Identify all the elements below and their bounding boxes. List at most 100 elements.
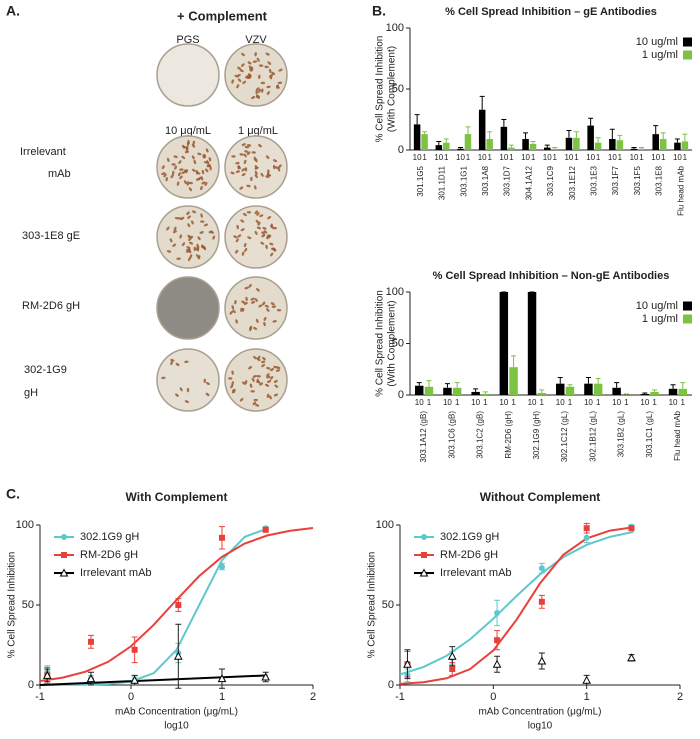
plaque <box>181 242 186 247</box>
x-tick-label: 303.1C6 (gB) <box>447 411 456 459</box>
error-bar <box>511 355 517 368</box>
plaque <box>276 85 280 89</box>
plaque <box>263 321 266 327</box>
plaque <box>241 52 245 57</box>
plaque <box>199 231 204 234</box>
bar <box>678 388 687 395</box>
error-bar <box>523 132 529 140</box>
y-tick-label: 0 <box>398 144 404 156</box>
x-tick-label: -1 <box>395 691 405 703</box>
bar-dose-label: 10 <box>415 398 424 407</box>
chart-title: Without Complement <box>480 490 601 504</box>
plaque <box>189 254 193 259</box>
plaque <box>253 327 258 330</box>
plaque <box>243 159 247 165</box>
point <box>261 672 271 681</box>
bar <box>650 391 659 395</box>
plaque <box>237 66 242 70</box>
plaque <box>253 398 258 402</box>
row-label: RM-2D6 gH <box>22 300 80 312</box>
point <box>627 653 636 662</box>
plaque <box>276 309 282 312</box>
plaque <box>249 325 253 331</box>
plaque <box>267 380 272 383</box>
well <box>224 43 288 107</box>
point <box>175 602 182 608</box>
plaque <box>163 173 167 178</box>
plaque <box>203 378 206 384</box>
fit-curve <box>39 527 314 682</box>
well <box>224 348 288 412</box>
bar <box>443 142 450 150</box>
bar-dose-label: 1 <box>683 153 688 162</box>
plaque <box>242 80 247 85</box>
plaque <box>201 181 206 185</box>
plaque <box>269 368 274 372</box>
x-tick-label: 303.1D7 <box>503 165 512 196</box>
x-tick-label: 303.1E12 <box>568 165 577 200</box>
point <box>262 526 269 533</box>
x-tick-label: 2 <box>677 691 683 703</box>
plaque <box>241 63 245 67</box>
point <box>219 534 225 541</box>
plaque <box>260 360 266 364</box>
plaque <box>240 219 245 223</box>
bar <box>464 134 472 150</box>
plaque <box>186 181 190 186</box>
plaque <box>161 172 166 175</box>
plaque <box>255 90 258 95</box>
bar-dose-label: 10 <box>584 398 593 407</box>
plaque <box>249 67 252 72</box>
bar-dose-label: 10 <box>669 398 678 407</box>
plaque <box>210 230 214 234</box>
error-bar <box>501 119 507 127</box>
plaque <box>179 175 183 180</box>
bar <box>435 145 443 150</box>
plaque <box>239 397 244 402</box>
plaque <box>252 375 257 378</box>
error-bar <box>652 389 658 392</box>
bar <box>668 388 678 395</box>
fit-curve <box>399 526 634 685</box>
bar-dose-label: 10 <box>456 153 465 162</box>
bar-dose-label: 10 <box>651 153 660 162</box>
y-tick-label: 50 <box>382 599 394 611</box>
bar <box>652 134 659 150</box>
x-tick-label: 304.1A12 <box>524 165 533 200</box>
plaque <box>186 211 190 216</box>
plaque <box>185 145 189 151</box>
plaque <box>212 235 216 240</box>
chart-title: % Cell Spread Inhibition – gE Antibodies <box>445 6 657 18</box>
plaque <box>184 150 190 154</box>
plaque <box>259 214 264 218</box>
error-bar <box>567 384 573 387</box>
plaque <box>262 301 266 306</box>
legend-swatch <box>683 301 692 311</box>
bar-dose-label: 10 <box>478 153 487 162</box>
point <box>87 638 94 645</box>
plaque <box>244 167 248 172</box>
panel-label: A. <box>6 3 20 19</box>
bar-dose-label: 1 <box>661 153 666 162</box>
x-tick-label: 0 <box>128 691 134 703</box>
y-tick-label: 100 <box>386 22 404 34</box>
row-label: 302-1G9 <box>24 364 67 376</box>
x-tick-label: 1 <box>219 691 225 703</box>
plaque <box>205 382 211 385</box>
plaque <box>269 376 274 380</box>
bar <box>681 141 689 150</box>
plaque <box>171 170 175 176</box>
error-bar <box>631 147 637 149</box>
plaque <box>247 61 252 65</box>
x-tick-label: 302.1B12 (gL) <box>588 411 597 462</box>
bar <box>573 137 580 150</box>
bar <box>674 142 681 150</box>
x-tick-label: 303.1G1 <box>459 165 468 196</box>
plaque <box>193 159 197 165</box>
error-bar <box>465 126 471 135</box>
plaque <box>231 79 234 84</box>
plaque <box>191 220 194 225</box>
point <box>130 675 139 684</box>
y-tick-label: 0 <box>388 679 394 691</box>
point <box>494 637 501 644</box>
